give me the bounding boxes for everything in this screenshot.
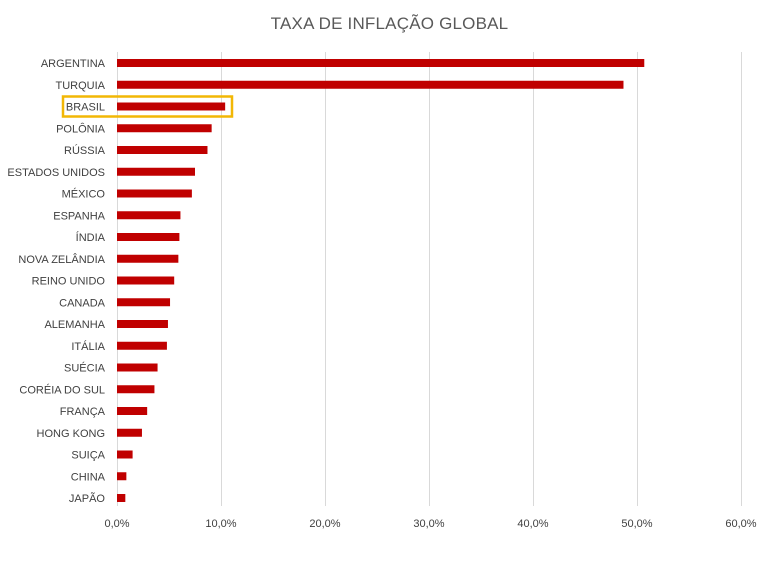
- category-label: SUIÇA: [71, 450, 105, 462]
- highlight-box: [61, 95, 234, 118]
- category-label: ESTADOS UNIDOS: [7, 167, 105, 179]
- bar: [117, 407, 148, 415]
- category-label: MÉXICO: [62, 188, 106, 201]
- bar: [117, 385, 155, 394]
- category-label: RÚSSIA: [64, 144, 106, 157]
- category-label: ESPANHA: [53, 210, 105, 222]
- highlight-box-layer: [61, 95, 234, 118]
- x-tick-label: 40,0%: [517, 518, 548, 530]
- bar: [117, 167, 195, 176]
- category-labels: ARGENTINA TURQUIA BRASIL POLÔNIA RÚSSIA ESTAD…: [7, 58, 105, 505]
- bar: [117, 320, 168, 328]
- bar: [117, 146, 208, 154]
- x-tick-label: 0,0%: [104, 518, 129, 530]
- x-tick-label: 50,0%: [621, 518, 652, 530]
- category-label: CHINA: [71, 471, 106, 483]
- x-tick-label: 10,0%: [205, 518, 236, 530]
- bar: [117, 254, 179, 263]
- category-label: ALEMANHA: [44, 319, 105, 331]
- bar: [117, 363, 158, 372]
- x-tick-label: 20,0%: [309, 518, 340, 530]
- bar: [117, 428, 142, 437]
- chart-title: TAXA DE INFLAÇÃO GLOBAL: [270, 14, 509, 33]
- bar: [117, 124, 212, 133]
- gridlines: [117, 52, 742, 506]
- category-label: HONG KONG: [37, 428, 105, 440]
- bar: [117, 102, 226, 111]
- bar: [117, 298, 171, 307]
- category-label: TURQUIA: [56, 80, 106, 92]
- category-label: CORÉIA DO SUL: [19, 383, 105, 396]
- bar: [117, 211, 181, 220]
- category-label: SUÉCIA: [64, 362, 106, 375]
- category-label: FRANÇA: [60, 406, 106, 418]
- bar: [117, 276, 175, 285]
- bar: [117, 59, 645, 67]
- category-label: JAPÃO: [69, 492, 106, 505]
- bar: [117, 494, 126, 502]
- category-label: ITÁLIA: [71, 340, 105, 353]
- category-label: ÍNDIA: [76, 231, 106, 244]
- x-tick-label: 60,0%: [725, 518, 756, 530]
- bar: [117, 233, 180, 241]
- x-tick-label: 30,0%: [413, 518, 444, 530]
- category-label: NOVA ZELÂNDIA: [18, 253, 105, 266]
- bar: [117, 341, 167, 350]
- category-label: POLÔNIA: [56, 122, 106, 135]
- bar: [117, 189, 192, 198]
- category-label: ARGENTINA: [41, 58, 106, 70]
- bars: [117, 59, 645, 502]
- bar: [117, 450, 133, 459]
- bar: [117, 80, 624, 89]
- category-label: CANADA: [59, 297, 106, 309]
- x-axis-ticks: 0,0% 10,0% 20,0% 30,0% 40,0% 50,0% 60,0%: [104, 518, 756, 530]
- category-label: BRASIL: [66, 102, 105, 114]
- bar: [117, 472, 127, 481]
- category-label: REINO UNIDO: [32, 276, 106, 288]
